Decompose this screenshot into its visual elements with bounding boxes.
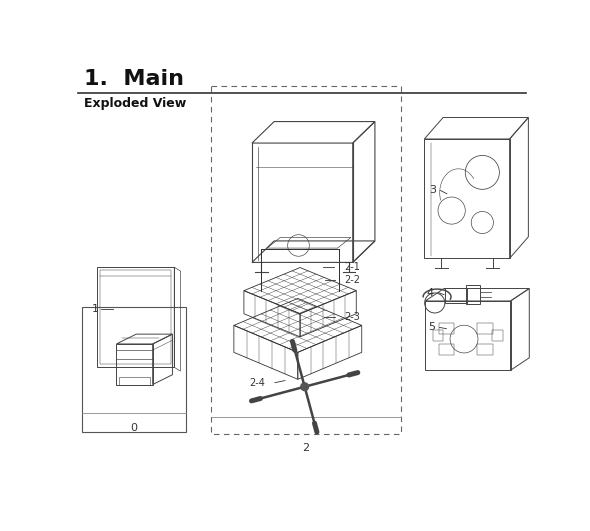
Bar xyxy=(424,139,510,258)
Circle shape xyxy=(301,383,309,391)
Bar xyxy=(439,323,454,334)
Text: 0: 0 xyxy=(130,423,137,433)
Bar xyxy=(82,307,186,432)
Text: 2-1: 2-1 xyxy=(345,262,360,272)
Bar xyxy=(466,285,480,304)
Bar xyxy=(439,344,454,355)
Bar xyxy=(477,323,493,334)
Bar xyxy=(116,344,153,384)
Text: 2: 2 xyxy=(302,443,309,453)
Bar xyxy=(100,270,171,364)
Text: 5: 5 xyxy=(428,322,435,332)
Text: Exploded View: Exploded View xyxy=(84,97,186,110)
Text: 4: 4 xyxy=(427,288,434,298)
Bar xyxy=(445,287,467,303)
Text: 1.  Main: 1. Main xyxy=(84,69,184,89)
Text: 2-3: 2-3 xyxy=(345,312,360,322)
Text: 2-2: 2-2 xyxy=(345,276,360,286)
Bar xyxy=(477,344,493,355)
Bar xyxy=(119,377,150,384)
Bar xyxy=(211,86,401,434)
Bar xyxy=(97,267,174,367)
Text: 1: 1 xyxy=(92,304,99,314)
Text: 3: 3 xyxy=(430,185,437,195)
Bar xyxy=(432,330,444,341)
Text: 2-4: 2-4 xyxy=(249,378,265,388)
Bar xyxy=(492,330,503,341)
